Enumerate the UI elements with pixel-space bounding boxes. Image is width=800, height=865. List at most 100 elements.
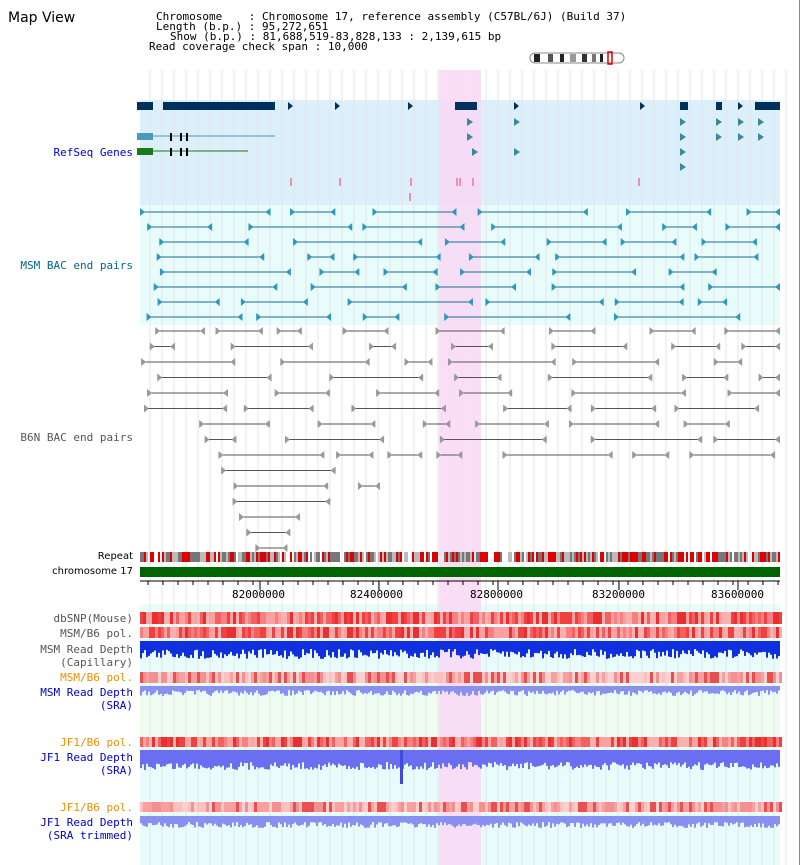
heat-cell	[380, 627, 383, 638]
heat-cell	[740, 737, 743, 747]
depth-bar	[752, 750, 754, 765]
bac-end	[222, 404, 228, 413]
track-label-msm-depth-sra-1[interactable]: MSM Read Depth	[40, 686, 133, 699]
depth-bar	[588, 816, 590, 827]
heat-cell	[713, 802, 716, 812]
depth-bar	[598, 816, 600, 825]
heat-cell	[545, 737, 548, 747]
heat-cell	[296, 627, 299, 638]
bac-end	[691, 223, 697, 231]
repeat-mark	[648, 552, 650, 562]
heat-cell	[548, 612, 551, 624]
bac-end	[326, 313, 332, 321]
depth-bar	[338, 686, 340, 695]
heat-cell	[755, 612, 758, 624]
bac-end	[468, 253, 474, 261]
depth-bar	[702, 641, 704, 651]
track-label-b6n-bac[interactable]: B6N BAC end pairs	[20, 431, 133, 444]
track-label-repeat[interactable]: Repeat	[97, 551, 133, 562]
track-label-refseq[interactable]: RefSeq Genes	[53, 146, 133, 159]
depth-bar	[638, 641, 640, 652]
heat-cell	[662, 612, 665, 624]
heat-cell	[194, 737, 197, 747]
bac-end	[697, 298, 703, 306]
repeat-mark	[498, 552, 500, 562]
heat-cell	[467, 737, 470, 747]
repeat-mark	[508, 552, 510, 562]
depth-bar	[184, 750, 186, 764]
track-label-msm-depth-cap-1[interactable]: MSM Read Depth	[40, 643, 133, 656]
track-label-dbsnp[interactable]: dbSNP(Mouse)	[53, 612, 133, 625]
heat-cell	[449, 737, 452, 747]
track-label-jf1-depth-sra-1[interactable]: JF1 Read Depth	[40, 751, 133, 764]
depth-bar	[578, 816, 580, 823]
track-label-msm-bac[interactable]: MSM BAC end pairs	[20, 259, 133, 272]
depth-bar	[342, 686, 344, 692]
depth-bar	[638, 686, 640, 691]
heat-cell	[437, 802, 440, 812]
depth-bar	[170, 816, 172, 824]
depth-bar	[684, 686, 686, 692]
depth-bar	[590, 816, 592, 824]
heat-cell	[200, 627, 203, 638]
depth-bar	[460, 686, 462, 693]
heat-cell	[308, 802, 311, 812]
depth-bar	[664, 750, 666, 765]
depth-bar	[508, 686, 510, 695]
gene-block	[716, 102, 722, 110]
depth-bar	[566, 816, 568, 828]
repeat-mark	[240, 552, 242, 562]
heat-cell	[146, 737, 149, 747]
heat-cell	[494, 627, 497, 638]
heat-cell	[578, 737, 581, 747]
depth-bar	[398, 686, 400, 694]
depth-bar	[440, 641, 442, 650]
depth-bar	[654, 816, 656, 825]
depth-bar	[142, 816, 144, 826]
depth-bar	[632, 750, 634, 763]
depth-bar	[664, 686, 666, 692]
depth-bar	[240, 641, 242, 655]
heat-cell	[767, 627, 770, 638]
depth-bar	[546, 750, 548, 766]
depth-bar	[704, 686, 706, 692]
heat-cell	[404, 802, 407, 812]
repeat-mark	[200, 552, 202, 562]
track-label-jf1-b6-pol[interactable]: JF1/B6 pol.	[60, 736, 133, 749]
track-label-msm-b6-pol-2[interactable]: MSM/B6 pol.	[60, 671, 133, 684]
heat-cell	[764, 612, 767, 624]
heat-cell	[509, 612, 512, 624]
repeat-mark	[338, 552, 340, 562]
chromosome-ideogram[interactable]	[528, 51, 628, 65]
heat-cell	[665, 802, 668, 812]
heat-cell	[170, 612, 173, 624]
heat-cell	[374, 627, 377, 638]
heat-cell	[269, 672, 272, 683]
depth-bar	[192, 816, 194, 825]
heat-cell	[461, 627, 464, 638]
depth-bar	[180, 641, 182, 656]
track-label-jf1-b6-pol-2[interactable]: JF1/B6 pol.	[60, 801, 133, 814]
depth-bar	[298, 816, 300, 827]
heat-cell	[581, 802, 584, 812]
heat-cell	[263, 672, 266, 683]
depth-bar	[386, 686, 388, 692]
heat-cell	[704, 627, 707, 638]
heat-cell	[623, 672, 626, 683]
track-label-msm-b6-pol[interactable]: MSM/B6 pol.	[60, 627, 133, 640]
snp-mark	[456, 178, 458, 186]
depth-bar	[412, 816, 414, 825]
depth-bar	[686, 750, 688, 769]
depth-bar	[722, 750, 724, 763]
heat-cell	[635, 627, 638, 638]
heat-cell	[638, 672, 641, 683]
track-label-jf1-depth-trim-1[interactable]: JF1 Read Depth	[40, 816, 133, 829]
repeat-mark	[310, 552, 312, 562]
depth-bar	[450, 816, 452, 825]
repeat-mark	[142, 552, 144, 562]
repeat-mark	[516, 552, 518, 562]
depth-bar	[658, 750, 660, 763]
depth-bar	[766, 816, 768, 828]
